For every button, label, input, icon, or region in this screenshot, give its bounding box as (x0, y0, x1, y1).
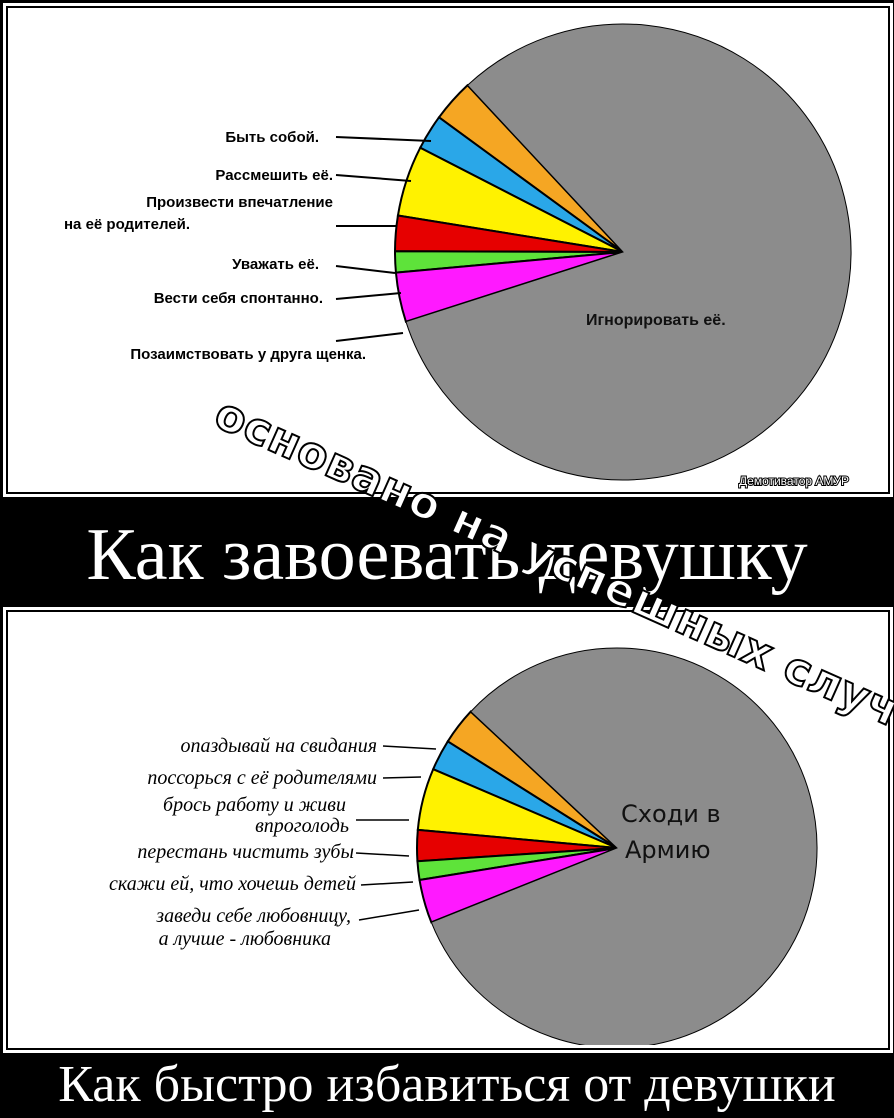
top-label-3a: Произвести впечатление (146, 194, 333, 211)
top-label-4: Уважать её. (232, 256, 319, 273)
bottom-pie-slices (416, 647, 818, 1045)
top-label-5: Вести себя спонтанно. (154, 290, 323, 307)
top-label-3b: на её родителей. (64, 216, 190, 233)
top-leader-lines (335, 136, 432, 342)
bottom-label-2: поссорься с её родителями (147, 767, 377, 789)
bottom-caption: Как быстро избавиться от девушки (58, 1056, 836, 1113)
bottom-leader-lines (355, 745, 437, 921)
bottom-slice-7 (430, 647, 818, 1045)
bottom-pie-chart: опаздывай на свидания поссорься с её род… (109, 647, 818, 1045)
bottom-label-6a: заведи себе любовницу, (155, 905, 351, 927)
top-pie-slices (393, 23, 852, 481)
bottom-label-1: опаздывай на свидания (180, 735, 377, 757)
bottom-panel: опаздывай на свидания поссорься с её род… (8, 612, 888, 1048)
bottom-label-5: скажи ей, что хочешь детей (109, 873, 356, 895)
top-label-6: Позаимствовать у друга щенка. (130, 346, 366, 363)
credit-text: Демотиватор АМУР (739, 474, 849, 488)
top-caption: Как завоевать девушку (86, 514, 808, 596)
top-panel: Быть собой. Рассмешить её. Произвести вп… (8, 8, 888, 492)
top-main-label: Игнорировать её. (586, 312, 726, 329)
top-label-1: Быть собой. (225, 129, 319, 146)
army-label-line2: Армию (625, 836, 711, 864)
top-label-2: Рассмешить её. (215, 167, 333, 184)
top-pie-chart: Быть собой. Рассмешить её. Произвести вп… (64, 23, 852, 489)
top-slice-7 (405, 23, 852, 481)
army-label-line1: Сходи в (621, 800, 721, 828)
bottom-label-4: перестань чистить зубы (137, 841, 354, 863)
bottom-label-3b: впроголодь (255, 815, 349, 837)
bottom-label-6b: а лучше - любовника (159, 928, 331, 950)
bottom-label-3a: брось работу и живи (163, 794, 346, 816)
